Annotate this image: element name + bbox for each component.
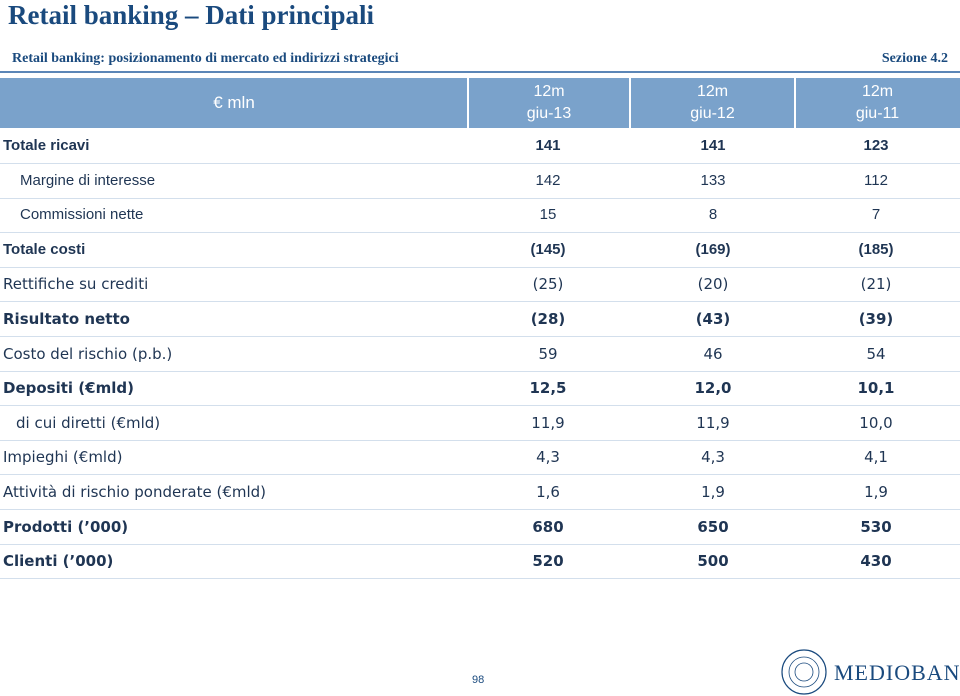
table-row: di cui diretti (€mld) 11,9 11,9 10,0 [0, 406, 960, 441]
cell: 4,3 [536, 448, 560, 467]
table-header: € mln 12m giu-13 12m giu-12 12m giu-11 [0, 78, 960, 128]
cell: 520 [532, 552, 564, 571]
title: Retail banking – Dati principali [8, 0, 375, 30]
page-number: 98 [472, 674, 485, 686]
row-label: Costo del rischio (p.b.) [3, 344, 173, 363]
cell: (145) [530, 240, 566, 258]
seal [781, 649, 827, 695]
table-row: Margine di interesse 142 133 112 [0, 164, 960, 199]
subtitle: Retail banking: posizionamento di mercat… [12, 51, 399, 66]
row-label: Rettifiche su crediti [3, 275, 149, 294]
column-line2: giu-13 [526, 105, 572, 122]
row-label: Risultato netto [3, 310, 130, 328]
cell: 11,9 [531, 413, 565, 432]
row-label: Commissioni nette [20, 206, 144, 224]
cell: 680 [532, 517, 564, 536]
row-label: Totale costi [3, 240, 86, 258]
table-row: Risultato netto (28) (43) (39) [0, 302, 960, 337]
table-row: Costo del rischio (p.b.) 59 46 54 [0, 337, 960, 372]
cell: 141 [535, 137, 561, 154]
column-line2: giu-12 [690, 105, 735, 122]
row-label: Impieghi (€mld) [3, 448, 123, 467]
cell: (25) [532, 275, 564, 294]
cell: 123 [863, 137, 889, 154]
cell: 141 [700, 137, 726, 154]
column-line1: 12m [533, 83, 565, 100]
table-row: Rettifiche su crediti (25) (20) (21) [0, 267, 960, 303]
table-row: Totale costi (145) (169) (185) [0, 233, 960, 268]
column-separator [794, 78, 796, 128]
column-line2: giu-11 [855, 105, 900, 122]
column-line1: 12m [696, 83, 729, 100]
row-label: Clienti (’000) [3, 552, 114, 571]
cell: 1,9 [701, 483, 725, 501]
cell: 1,9 [864, 483, 888, 501]
cell: 59 [538, 344, 558, 363]
row-label: Attività di rischio ponderate (€mld) [3, 483, 267, 501]
table-row: Prodotti (’000) 680 650 530 [0, 510, 960, 545]
logo: MEDIOBANCA [834, 660, 960, 685]
cell: (43) [695, 310, 731, 328]
cell: 530 [860, 517, 892, 536]
row-label: Totale ricavi [3, 137, 90, 154]
cell: 1,6 [536, 483, 560, 501]
cell: 650 [697, 517, 729, 536]
row-label: Margine di interesse [20, 171, 156, 189]
cell: 112 [864, 171, 888, 189]
cell: 500 [697, 552, 729, 571]
cell: 133 [700, 171, 726, 189]
cell: 430 [860, 552, 892, 571]
table-row: Totale ricavi 141 141 123 [0, 129, 960, 164]
cell: (21) [860, 275, 892, 294]
cell: (185) [858, 240, 894, 258]
table-row: Clienti (’000) 520 500 430 [0, 544, 960, 580]
column-separator [629, 78, 631, 128]
cell: 7 [871, 206, 881, 224]
rule [0, 71, 960, 73]
table-row: Commissioni nette 15 8 7 [0, 198, 960, 234]
cell: (39) [858, 310, 894, 328]
cell: 8 [708, 206, 718, 224]
cell: 54 [866, 344, 886, 363]
cell: 12,0 [694, 379, 732, 398]
table-row: Depositi (€mld) 12,5 12,0 10,1 [0, 371, 960, 407]
cell: 11,9 [696, 413, 730, 432]
unit: € mln [213, 93, 255, 112]
row-label: di cui diretti (€mld) [16, 413, 161, 432]
column-header: 12m giu-12 [630, 78, 795, 128]
cell: (20) [697, 275, 729, 294]
cell: 4,1 [864, 448, 888, 467]
row-label: Prodotti (’000) [3, 517, 129, 536]
cell: 142 [535, 171, 561, 189]
cell: (169) [695, 240, 731, 258]
column-line1: 12m [861, 83, 894, 100]
cell: 46 [703, 344, 723, 363]
column-header: 12m giu-13 [468, 78, 630, 128]
cell: (28) [530, 310, 566, 328]
cell: 10,0 [859, 413, 893, 432]
cell: 4,3 [701, 448, 725, 467]
table-row: Impieghi (€mld) 4,3 4,3 4,1 [0, 440, 960, 476]
cell: 12,5 [529, 379, 567, 398]
row-label: Depositi (€mld) [3, 379, 134, 398]
cell: 10,1 [857, 379, 895, 398]
table-row: Attività di rischio ponderate (€mld) 1,6 1… [0, 475, 960, 510]
cell: 15 [539, 206, 557, 224]
section: Sezione 4.2 [881, 51, 948, 66]
column-header: 12m giu-11 [795, 78, 960, 128]
column-separator [467, 78, 469, 128]
